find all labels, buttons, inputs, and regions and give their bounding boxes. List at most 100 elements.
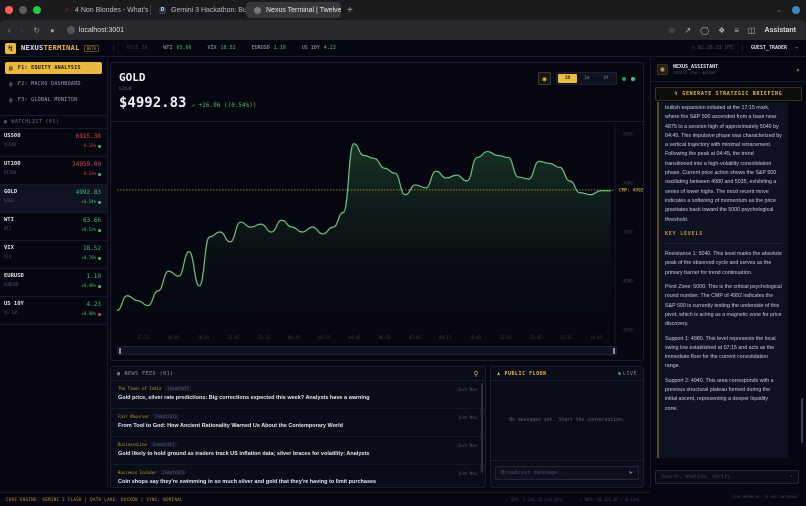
site-info-icon[interactable]: [66, 26, 75, 34]
chart-range-scrollbar[interactable]: [117, 346, 617, 355]
connection-dot: [622, 76, 626, 81]
assistant-query-input[interactable]: Search, analyze, verify... ➤: [655, 470, 799, 484]
browser-tab-nexus[interactable]: Nexus Terminal | Twelve Da…: [246, 2, 341, 18]
level-item: Pivot Zone: 5000. This is the critical p…: [665, 284, 782, 328]
news-feed-panel: ▦ NEWS FEED (01) ⚲ The Times of India [neu…: [110, 366, 486, 488]
menu-icon[interactable]: ≡: [734, 25, 739, 35]
settings-icon[interactable]: ✦: [795, 65, 800, 74]
news-item[interactable]: Business Insider [neutral] Just Now Coin …: [111, 465, 485, 487]
browser-tab-hackathon[interactable]: D Gemini 3 Hackathon: Build …: [159, 6, 246, 14]
nav-macro-dashboard[interactable]: ◎ F2: MACRO DASHBOARD: [9, 80, 81, 88]
svg-text:15:15: 15:15: [560, 335, 573, 340]
watchlist-item-vix[interactable]: VIX VIX 18.52 +0.76%: [0, 241, 107, 269]
window-controls: [5, 6, 41, 14]
watchlist-item-us500[interactable]: US500 US500 6915.38 -0.15%: [0, 129, 107, 157]
price-chart[interactable]: 5050 5000 4950 4900 4850 17:15 18:45 20:15 21:4…: [111, 123, 643, 345]
public-floor-header: ♟ PUBLIC FLOOR LIVE: [491, 367, 643, 381]
news-item[interactable]: Fair Observer [neutral] Just Now From Too…: [111, 409, 485, 437]
eye-toggle-button[interactable]: ◉: [538, 72, 551, 85]
svg-text:5050: 5050: [623, 131, 633, 136]
watchlist-item-gold[interactable]: GOLD GOLD 4992.83 +0.54%: [0, 185, 107, 213]
svg-text:10:45: 10:45: [469, 335, 482, 340]
share-icon[interactable]: ↗: [684, 25, 692, 35]
x-axis: 17:15 18:45 20:15 21:45 23:15 00:45 02:15 04:45…: [137, 335, 603, 340]
svg-text:07:45: 07:45: [409, 335, 422, 340]
extension-icon[interactable]: ◯: [700, 25, 710, 35]
send-icon: ➤: [789, 474, 793, 480]
close-window-button[interactable]: [5, 6, 13, 14]
bookmark-star-icon[interactable]: ☆: [668, 25, 676, 35]
range-handle-left[interactable]: [119, 348, 121, 354]
watchlist-item-wti[interactable]: WTI WTI 63.66 +0.52%: [0, 213, 107, 241]
range-1w-button[interactable]: 1W: [583, 76, 590, 81]
svg-text:5000: 5000: [623, 180, 633, 185]
watchlist-item-us10y[interactable]: US 10Y US 10Y 4.23 +0.00%: [0, 297, 107, 325]
news-item[interactable]: BusinessLine [neutral] Just Now Gold like…: [111, 437, 485, 465]
svg-text:13:45: 13:45: [530, 335, 543, 340]
browser-assistant-button[interactable]: Assistant: [764, 26, 796, 34]
range-1m-button[interactable]: 1M: [602, 76, 609, 81]
range-handle-right[interactable]: [613, 348, 615, 354]
svg-text:23:15: 23:15: [258, 335, 271, 340]
assistant-header: ▣ NEXUS_ASSISTANT CONTEXT SYNC: ACTIVE ✦: [651, 58, 806, 82]
utc-clock: ◷ 02:26:33 UTC: [691, 45, 734, 51]
current-price: $4992.83: [119, 95, 187, 111]
range-1d-button[interactable]: 1D: [558, 74, 577, 83]
watchlist-item-eurusd[interactable]: EURUSD EURUSD 1.19 +0.48%: [0, 269, 107, 297]
minimize-window-button[interactable]: [19, 6, 27, 14]
svg-text:4900: 4900: [623, 279, 633, 284]
svg-text:4850: 4850: [623, 328, 633, 333]
ticker-item: 6915.38: [126, 45, 148, 51]
timeframe-selector: 1D 1W 1M: [556, 72, 617, 85]
svg-text:02:15: 02:15: [318, 335, 331, 340]
svg-text:09:15: 09:15: [439, 335, 452, 340]
globe-icon: [254, 6, 261, 14]
forward-icon[interactable]: ›: [20, 25, 24, 35]
news-item[interactable]: The Times of India [neutral] Just Now Gol…: [111, 381, 485, 409]
svg-text:4950: 4950: [623, 230, 633, 235]
chevron-down-icon[interactable]: ⌄: [776, 7, 782, 14]
sidebar-icon[interactable]: ◫: [747, 25, 756, 35]
back-icon[interactable]: ‹: [8, 25, 11, 35]
watchlist-item-ut100[interactable]: UT100 UT100 24959.00 -0.23%: [0, 157, 107, 185]
generate-briefing-button[interactable]: ↯ GENERATE STRATEGIC BRIEFING: [655, 87, 802, 101]
ticker-item: VIX 18.52: [207, 45, 236, 51]
price-area: [117, 143, 611, 335]
maximize-window-button[interactable]: [33, 6, 41, 14]
svg-text:21:45: 21:45: [228, 335, 241, 340]
news-scrollbar[interactable]: [481, 383, 483, 473]
ticker-item: WTI 63.66: [163, 45, 192, 51]
audio-icon: ♫: [64, 7, 69, 13]
beta-badge: BETA: [83, 44, 100, 52]
assistant-scrollbar[interactable]: [801, 398, 803, 443]
watchlist-icon: ▣: [4, 119, 8, 125]
send-icon[interactable]: ➤: [628, 469, 633, 477]
y-axis: 5050 5000 4950 4900 4850: [623, 131, 633, 332]
broadcast-input[interactable]: Broadcast message... ➤: [495, 466, 639, 480]
status-dot: [98, 228, 101, 232]
globe-icon: ◎: [9, 80, 13, 88]
reload-icon[interactable]: ↻: [33, 25, 41, 35]
puzzle-icon[interactable]: ❖: [718, 25, 726, 35]
search-icon[interactable]: ⚲: [473, 369, 479, 378]
newspaper-icon: ▦: [117, 370, 121, 377]
assistant-panel: ▣ NEXUS_ASSISTANT CONTEXT SYNC: ACTIVE ✦…: [650, 58, 806, 499]
brand-name: NEXUSTERMINAL: [21, 44, 80, 52]
svg-text:20:15: 20:15: [197, 335, 210, 340]
nexus-logo-icon: ↯: [5, 42, 16, 54]
new-tab-button[interactable]: +: [347, 4, 353, 16]
browser-address-bar: ‹ › ↻ ● localhost:3001 ☆ ↗ ◯ ❖ ≡ ◫ Assis…: [0, 20, 806, 40]
microphone-icon[interactable]: ●: [50, 25, 55, 35]
logout-icon[interactable]: ⇥: [794, 45, 798, 51]
url-field[interactable]: localhost:3001: [66, 26, 124, 34]
nav-equity-analysis[interactable]: ▤ F1: EQUITY ANALYSIS: [5, 62, 102, 74]
svg-text:18:45: 18:45: [167, 335, 180, 340]
browser-tab-music[interactable]: ♫ 4 Non Blondes - What's Up (: [64, 6, 150, 14]
profile-avatar[interactable]: [792, 6, 800, 14]
live-indicator: LIVE: [617, 371, 637, 377]
svg-text:06:15: 06:15: [379, 335, 392, 340]
svg-text:16:45: 16:45: [590, 335, 603, 340]
browser-tab-bar: ♫ 4 Non Blondes - What's Up ( D Gemini 3…: [0, 0, 806, 20]
nav-global-monitor[interactable]: ◎ F3: GLOBAL MONITOR: [9, 96, 78, 104]
devpost-icon: D: [159, 6, 166, 14]
